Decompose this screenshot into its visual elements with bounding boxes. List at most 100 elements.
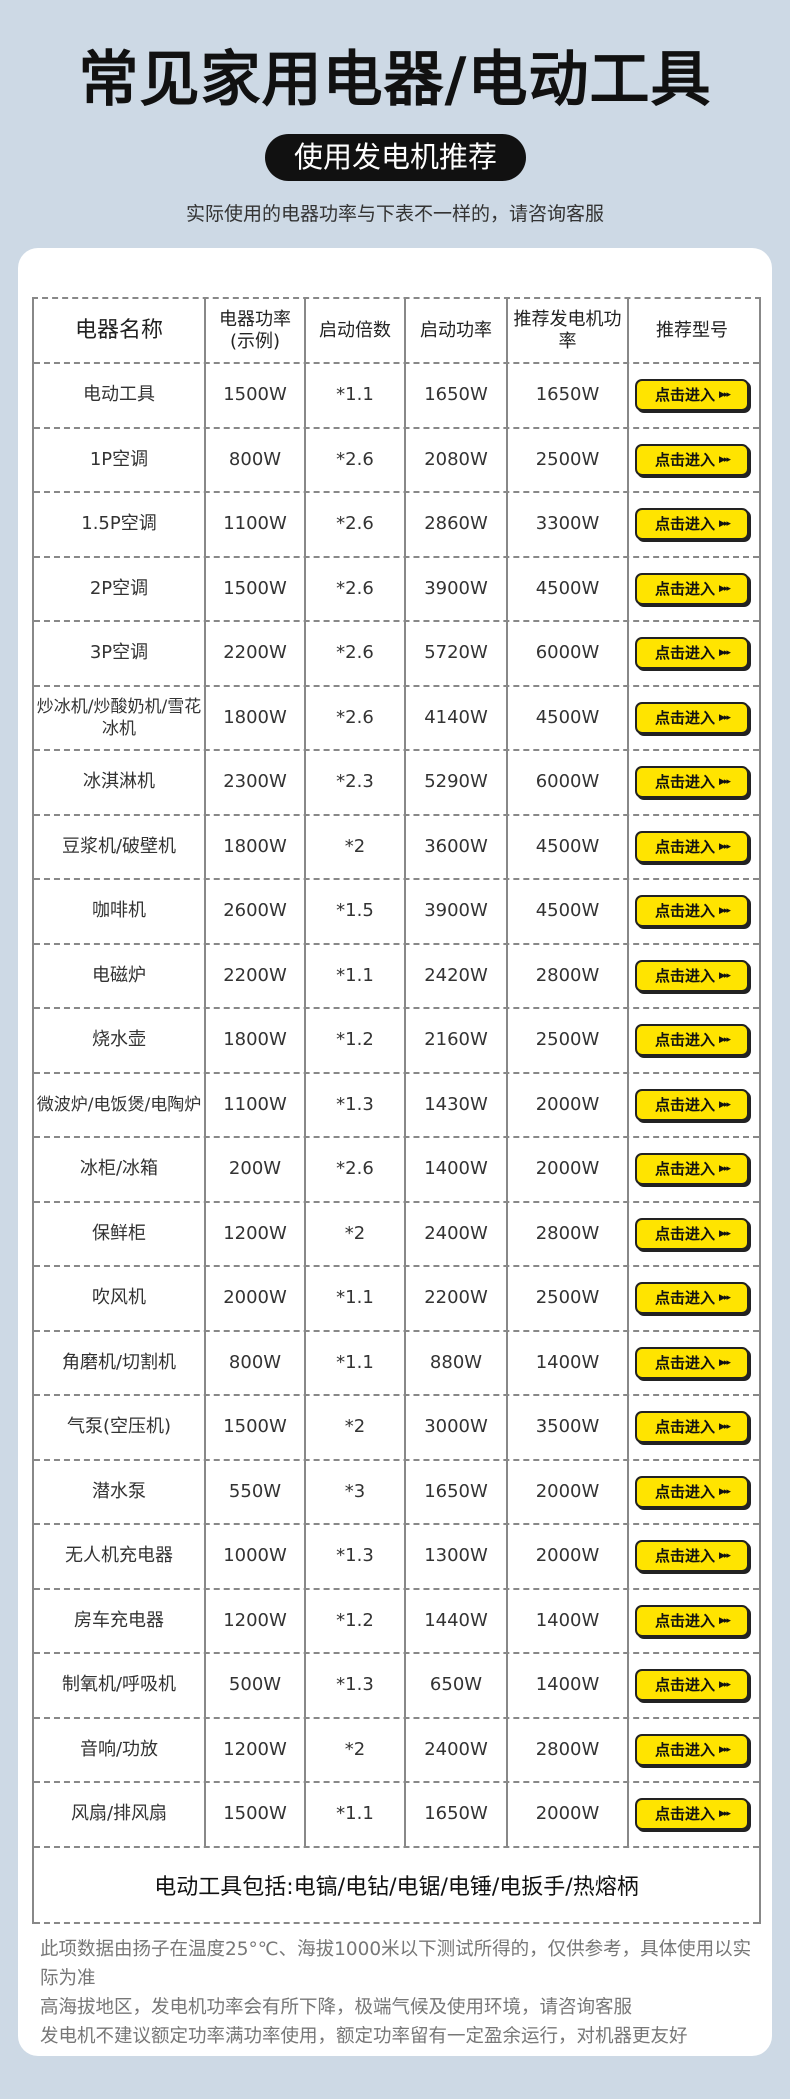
- rated-power-cell: 1500W: [206, 557, 306, 620]
- enter-button[interactable]: 点击进入 ▶▸▸: [635, 1604, 749, 1637]
- triple-arrow-right-icon: ▶▸▸: [719, 1422, 731, 1433]
- start-multiplier-cell: *2.6: [306, 1138, 406, 1201]
- enter-button[interactable]: 点击进入 ▶▸▸: [635, 766, 749, 799]
- recommended-model-cell: 点击进入 ▶▸▸: [629, 816, 755, 879]
- enter-button[interactable]: 点击进入 ▶▸▸: [635, 508, 749, 541]
- appliance-name-cell: 1P空调: [34, 428, 206, 491]
- appliance-name-cell: 音响/功放: [34, 1718, 206, 1781]
- enter-button[interactable]: 点击进入 ▶▸▸: [635, 1024, 749, 1057]
- enter-button-label: 点击进入: [655, 902, 716, 921]
- enter-button[interactable]: 点击进入 ▶▸▸: [635, 1282, 749, 1315]
- recommended-model-cell: 点击进入 ▶▸▸: [629, 687, 755, 750]
- enter-button[interactable]: 点击进入 ▶▸▸: [635, 1475, 749, 1508]
- triple-arrow-right-icon: ▶▸▸: [719, 1164, 731, 1175]
- start-multiplier-cell: *2: [306, 1202, 406, 1265]
- triple-arrow-right-icon: ▶▸▸: [719, 712, 731, 723]
- enter-button[interactable]: 点击进入 ▶▸▸: [635, 1669, 749, 1702]
- triple-arrow-right-icon: ▶▸▸: [719, 583, 731, 594]
- start-multiplier-cell: *1.3: [306, 1525, 406, 1588]
- table-footer-note: 电动工具包括:电镐/电钻/电锯/电锤/电扳手/热熔柄: [34, 1848, 759, 1924]
- appliance-name-cell: 吹风机: [34, 1267, 206, 1330]
- rated-power-cell: 2200W: [206, 622, 306, 685]
- enter-button[interactable]: 点击进入 ▶▸▸: [635, 572, 749, 605]
- recommended-model-cell: 点击进入 ▶▸▸: [629, 945, 755, 1008]
- enter-button[interactable]: 点击进入 ▶▸▸: [635, 637, 749, 670]
- start-power-cell: 1430W: [406, 1073, 508, 1136]
- table-row: 电动工具 1500W *1.1 1650W 1650W 点击进入 ▶▸▸: [34, 364, 759, 429]
- enter-button-label: 点击进入: [655, 966, 716, 985]
- rated-power-cell: 2200W: [206, 944, 306, 1007]
- start-power-cell: 5720W: [406, 622, 508, 685]
- start-power-cell: 1440W: [406, 1589, 508, 1652]
- enter-button[interactable]: 点击进入 ▶▸▸: [635, 830, 749, 863]
- rated-power-cell: 1100W: [206, 1073, 306, 1136]
- enter-button[interactable]: 点击进入 ▶▸▸: [635, 1798, 749, 1831]
- recommended-model-cell: 点击进入 ▶▸▸: [629, 364, 755, 427]
- start-power-cell: 2400W: [406, 1202, 508, 1265]
- table-row: 微波炉/电饭煲/电陶炉 1100W *1.3 1430W 2000W 点击进入 ▶▸▸: [34, 1073, 759, 1138]
- enter-button-label: 点击进入: [655, 1160, 716, 1179]
- start-power-cell: 2400W: [406, 1718, 508, 1781]
- enter-button[interactable]: 点击进入 ▶▸▸: [635, 895, 749, 928]
- enter-button[interactable]: 点击进入 ▶▸▸: [635, 1411, 749, 1444]
- triple-arrow-right-icon: ▶▸▸: [719, 1744, 731, 1755]
- enter-button-label: 点击进入: [655, 1418, 716, 1437]
- enter-button[interactable]: 点击进入 ▶▸▸: [635, 379, 749, 412]
- appliance-name-cell: 炒冰机/炒酸奶机/雪花冰机: [34, 686, 206, 749]
- start-multiplier-cell: *2.6: [306, 493, 406, 556]
- recommended-model-cell: 点击进入 ▶▸▸: [629, 1525, 755, 1588]
- table-row: 制氧机/呼吸机 500W *1.3 650W 1400W 点击进入 ▶▸▸: [34, 1654, 759, 1719]
- table-row: 音响/功放 1200W *2 2400W 2800W 点击进入 ▶▸▸: [34, 1718, 759, 1783]
- enter-button-label: 点击进入: [655, 644, 716, 663]
- appliance-name-cell: 无人机充电器: [34, 1525, 206, 1588]
- start-multiplier-cell: *2.6: [306, 428, 406, 491]
- appliance-name-cell: 电磁炉: [34, 944, 206, 1007]
- appliance-name-cell: 3P空调: [34, 622, 206, 685]
- recommended-model-cell: 点击进入 ▶▸▸: [629, 1009, 755, 1072]
- rated-power-cell: 800W: [206, 1331, 306, 1394]
- rated-power-cell: 1500W: [206, 364, 306, 427]
- rated-power-cell: 500W: [206, 1654, 306, 1717]
- start-multiplier-cell: *1.2: [306, 1589, 406, 1652]
- start-power-cell: 650W: [406, 1654, 508, 1717]
- enter-button[interactable]: 点击进入 ▶▸▸: [635, 959, 749, 992]
- enter-button[interactable]: 点击进入 ▶▸▸: [635, 701, 749, 734]
- note-line: 高海拔地区，发电机功率会有所下降，极端气候及使用环境，请咨询客服: [40, 1997, 633, 2018]
- enter-button-label: 点击进入: [655, 515, 716, 534]
- appliance-name-cell: 2P空调: [34, 557, 206, 620]
- appliance-name-cell: 冰柜/冰箱: [34, 1138, 206, 1201]
- enter-button[interactable]: 点击进入 ▶▸▸: [635, 1540, 749, 1573]
- table-row: 豆浆机/破壁机 1800W *2 3600W 4500W 点击进入 ▶▸▸: [34, 815, 759, 880]
- enter-button-label: 点击进入: [655, 708, 716, 727]
- subtitle: 实际使用的电器功率与下表不一样的，请咨询客服: [185, 203, 604, 225]
- enter-button-label: 点击进入: [655, 1031, 716, 1050]
- enter-button[interactable]: 点击进入 ▶▸▸: [635, 1346, 749, 1379]
- column-header: 电器功率(示例): [206, 299, 306, 362]
- enter-button-label: 点击进入: [655, 1611, 716, 1630]
- enter-button-label: 点击进入: [655, 1676, 716, 1695]
- triple-arrow-right-icon: ▶▸▸: [719, 841, 731, 852]
- enter-button[interactable]: 点击进入 ▶▸▸: [635, 1217, 749, 1250]
- triple-arrow-right-icon: ▶▸▸: [719, 1615, 731, 1626]
- start-multiplier-cell: *1.3: [306, 1073, 406, 1136]
- rated-power-cell: 1100W: [206, 493, 306, 556]
- power-table: 电器名称 电器功率(示例) 启动倍数 启动功率 推荐发电机功率 推荐型号 电动工…: [32, 297, 761, 1924]
- recommended-power-cell: 2500W: [508, 428, 629, 491]
- start-multiplier-cell: *1.2: [306, 1009, 406, 1072]
- recommended-power-cell: 4500W: [508, 686, 629, 749]
- appliance-name-cell: 制氧机/呼吸机: [34, 1654, 206, 1717]
- rated-power-cell: 2000W: [206, 1267, 306, 1330]
- start-power-cell: 3900W: [406, 557, 508, 620]
- rated-power-cell: 1800W: [206, 686, 306, 749]
- start-multiplier-cell: *3: [306, 1460, 406, 1523]
- enter-button[interactable]: 点击进入 ▶▸▸: [635, 1733, 749, 1766]
- recommended-power-cell: 1650W: [508, 364, 629, 427]
- enter-button[interactable]: 点击进入 ▶▸▸: [635, 1088, 749, 1121]
- enter-button[interactable]: 点击进入 ▶▸▸: [635, 443, 749, 476]
- note-line: 发电机不建议额定功率满功率使用，额定功率留有一定盈余运行，对机器更友好: [40, 2026, 688, 2047]
- rated-power-cell: 1500W: [206, 1396, 306, 1459]
- start-power-cell: 5290W: [406, 751, 508, 814]
- enter-button[interactable]: 点击进入 ▶▸▸: [635, 1153, 749, 1186]
- recommended-power-cell: 2000W: [508, 1783, 629, 1846]
- start-multiplier-cell: *2.3: [306, 751, 406, 814]
